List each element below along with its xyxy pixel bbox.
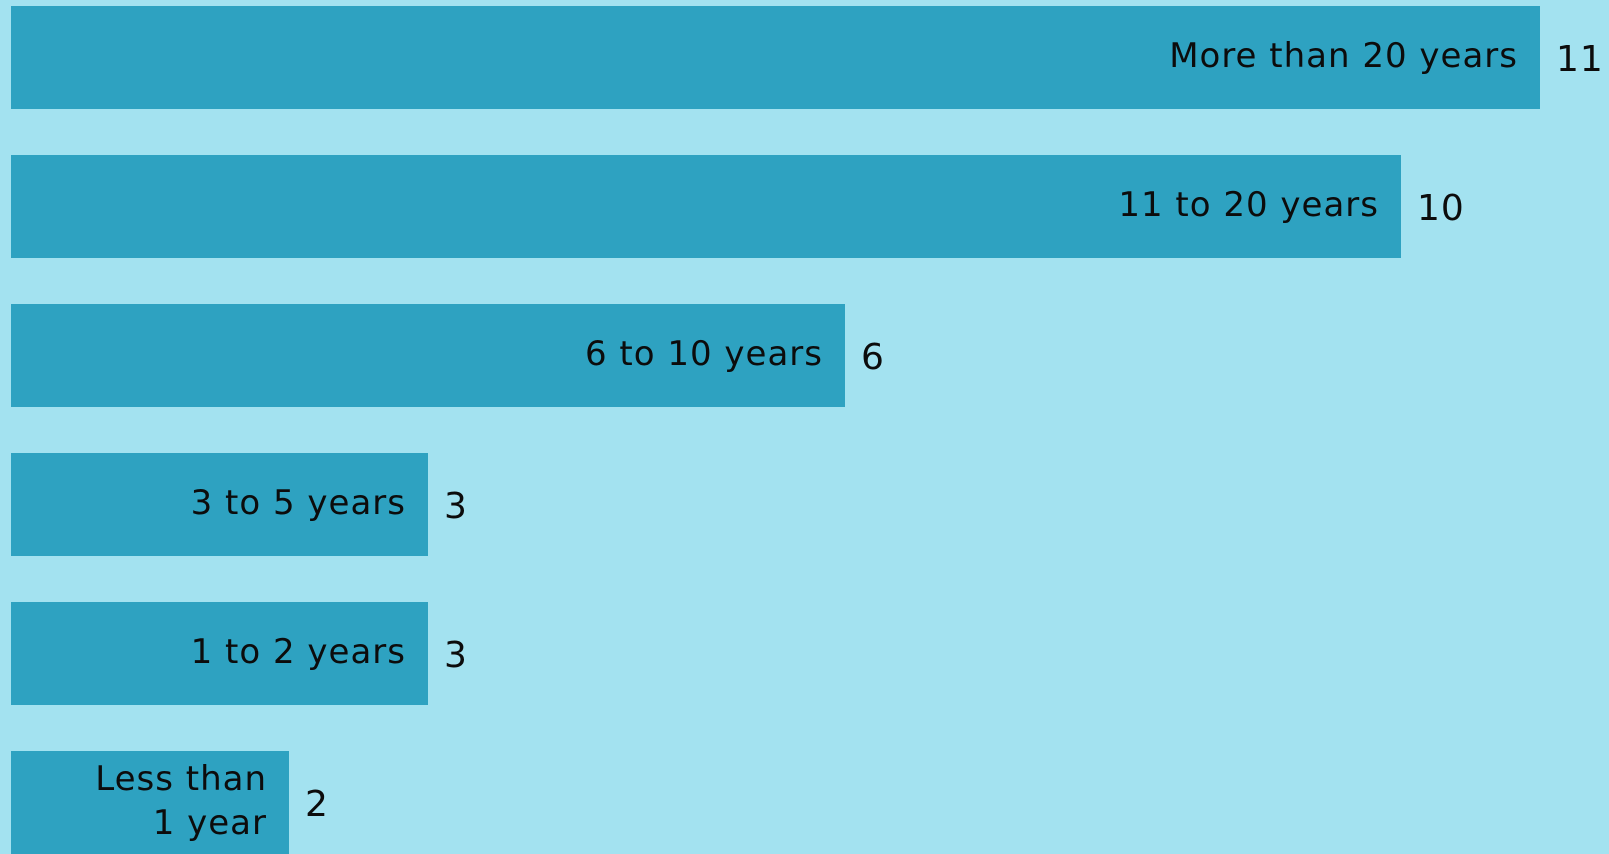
- value-label-3: 3: [444, 485, 468, 527]
- category-label-4: 1 to 2 years: [190, 631, 406, 672]
- value-label-5: 2: [305, 783, 329, 825]
- category-label-3: 3 to 5 years: [190, 482, 406, 523]
- bar-5: [11, 751, 289, 854]
- category-label-2: 6 to 10 years: [584, 333, 823, 374]
- value-label-4: 3: [444, 634, 468, 676]
- category-label-0: More than 20 years: [1169, 35, 1518, 76]
- value-label-0: 11: [1556, 38, 1604, 80]
- category-label-5: Less than 1 year: [95, 758, 267, 843]
- bar-2: [11, 304, 845, 407]
- value-label-2: 6: [861, 336, 885, 378]
- value-label-1: 10: [1417, 187, 1465, 229]
- bar-0: [11, 6, 1540, 109]
- bar-3: [11, 453, 428, 556]
- category-label-1: 11 to 20 years: [1118, 184, 1379, 225]
- bar-4: [11, 602, 428, 705]
- bar-1: [11, 155, 1401, 258]
